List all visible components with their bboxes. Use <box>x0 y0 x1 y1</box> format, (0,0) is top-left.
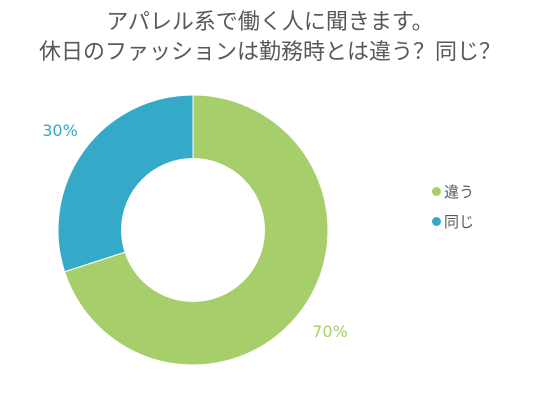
legend-item-onaji: 同じ <box>432 206 474 236</box>
legend-label-chigau: 違う <box>444 182 475 201</box>
chart-title-line-1: アパレル系で働く人に聞きます。 <box>106 10 434 35</box>
legend-item-chigau: 違う <box>432 176 474 206</box>
chart-title-line-2: 休日のファッションは勤務時とは違う？同じ？ <box>38 40 501 65</box>
chart-title: アパレル系で働く人に聞きます。 休日のファッションは勤務時とは違う？同じ？ <box>0 8 540 68</box>
legend-swatch-onaji <box>432 216 441 226</box>
legend-label-onaji: 同じ <box>444 212 475 231</box>
legend: 違う 同じ <box>432 176 474 236</box>
slice-label-onaji: 30% <box>42 121 78 140</box>
legend-swatch-chigau <box>432 186 441 196</box>
donut-hole <box>121 158 265 302</box>
slice-labels: 70% 30% <box>42 121 348 341</box>
slice-label-chigau: 70% <box>312 322 348 341</box>
